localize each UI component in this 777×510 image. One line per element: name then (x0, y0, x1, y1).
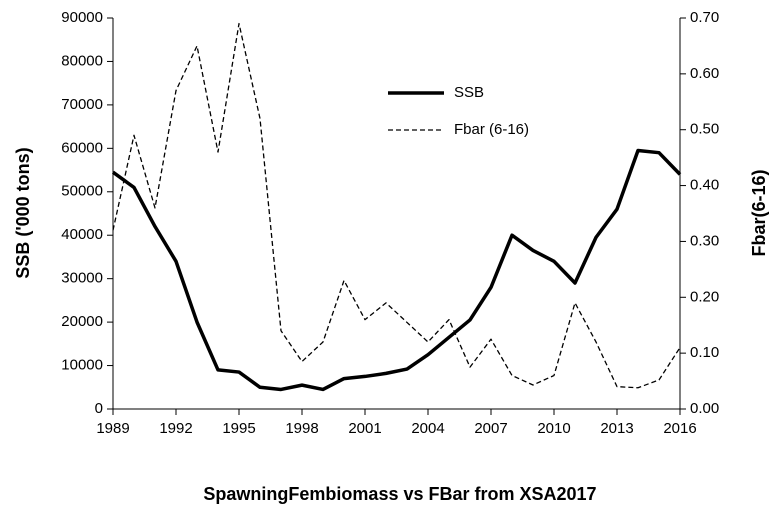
x-tick-label: 2007 (474, 420, 507, 437)
y-tick-label: 30000 (61, 270, 103, 287)
y2-tick-label: 0.70 (690, 9, 719, 26)
y2-axis-label: Fbar(6-16) (749, 169, 769, 256)
y-tick-label: 60000 (61, 139, 103, 156)
chart-title: SpawningFembiomass vs FBar from XSA2017 (203, 484, 596, 504)
legend-label: Fbar (6-16) (454, 121, 529, 138)
y2-tick-label: 0.30 (690, 232, 719, 249)
y-tick-label: 40000 (61, 226, 103, 243)
y-tick-label: 70000 (61, 96, 103, 113)
y-tick-label: 10000 (61, 357, 103, 374)
x-tick-label: 2016 (663, 420, 696, 437)
x-tick-label: 2001 (348, 420, 381, 437)
y-tick-label: 80000 (61, 52, 103, 69)
y2-tick-label: 0.10 (690, 344, 719, 361)
y-tick-label: 50000 (61, 183, 103, 200)
y-tick-label: 20000 (61, 313, 103, 330)
legend-label: SSB (454, 84, 484, 101)
y2-tick-label: 0.50 (690, 121, 719, 138)
y2-tick-label: 0.00 (690, 400, 719, 417)
data-line (111, 148, 682, 392)
y2-tick-label: 0.60 (690, 65, 719, 82)
y2-tick-label: 0.20 (690, 288, 719, 305)
x-tick-label: 2004 (411, 420, 444, 437)
x-tick-label: 2010 (537, 420, 570, 437)
y-axis-label: SSB ('000 tons) (13, 147, 33, 278)
x-tick-label: 2013 (600, 420, 633, 437)
y-tick-label: 0 (95, 400, 103, 417)
y-tick-label: 90000 (61, 9, 103, 26)
data-line (112, 22, 681, 389)
x-tick-label: 1989 (96, 420, 129, 437)
y2-tick-label: 0.40 (690, 177, 719, 194)
x-tick-label: 1998 (285, 420, 318, 437)
x-tick-label: 1992 (159, 420, 192, 437)
x-tick-label: 1995 (222, 420, 255, 437)
